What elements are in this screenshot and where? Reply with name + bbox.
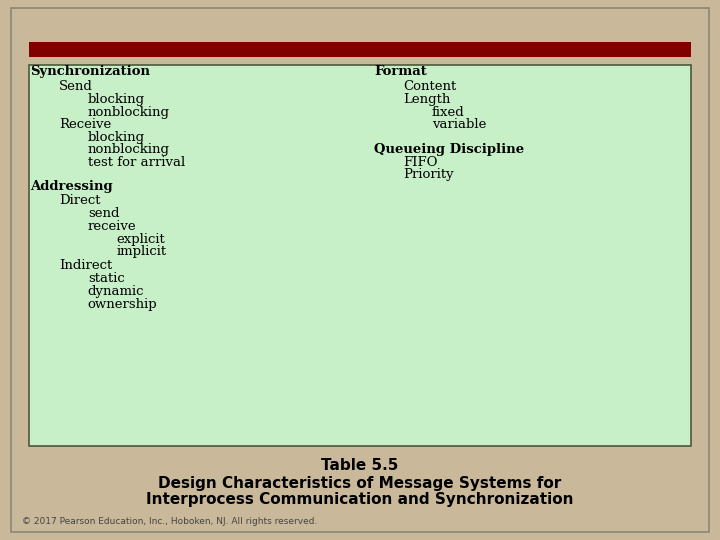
Text: implicit: implicit	[117, 245, 167, 258]
Text: Table 5.5: Table 5.5	[321, 458, 399, 473]
Text: Interprocess Communication and Synchronization: Interprocess Communication and Synchroni…	[146, 492, 574, 507]
Text: nonblocking: nonblocking	[88, 143, 170, 156]
Text: Receive: Receive	[59, 118, 112, 131]
Text: static: static	[88, 272, 125, 285]
Bar	[29, 65, 691, 446]
Text: Format: Format	[374, 65, 427, 78]
Text: © 2017 Pearson Education, Inc., Hoboken, NJ. All rights reserved.: © 2017 Pearson Education, Inc., Hoboken,…	[22, 517, 317, 525]
Text: Queueing Discipline: Queueing Discipline	[374, 143, 525, 156]
Text: Send: Send	[59, 80, 93, 93]
Text: Design Characteristics of Message Systems for: Design Characteristics of Message System…	[158, 476, 562, 491]
Text: explicit: explicit	[117, 233, 166, 246]
Text: Direct: Direct	[59, 194, 101, 207]
Text: Content: Content	[403, 80, 456, 93]
Text: Synchronization: Synchronization	[30, 65, 150, 78]
Bar	[29, 42, 691, 57]
Text: blocking: blocking	[88, 131, 145, 144]
Text: Indirect: Indirect	[59, 259, 112, 272]
Text: Priority: Priority	[403, 168, 454, 181]
Text: dynamic: dynamic	[88, 285, 144, 298]
Text: fixed: fixed	[432, 106, 464, 119]
Text: test for arrival: test for arrival	[88, 156, 185, 168]
Text: send: send	[88, 207, 120, 220]
Text: blocking: blocking	[88, 93, 145, 106]
Text: variable: variable	[432, 118, 487, 131]
Text: receive: receive	[88, 220, 137, 233]
Text: nonblocking: nonblocking	[88, 106, 170, 119]
Text: FIFO: FIFO	[403, 156, 438, 168]
Text: Addressing: Addressing	[30, 180, 113, 193]
Text: ownership: ownership	[88, 298, 158, 310]
Text: Length: Length	[403, 93, 451, 106]
